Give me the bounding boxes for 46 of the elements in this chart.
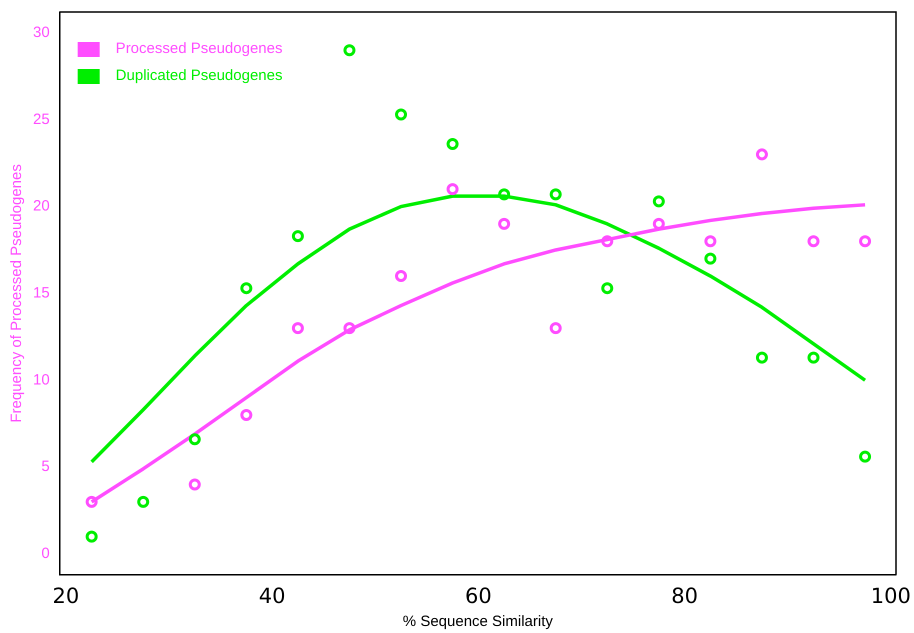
y-tick-label: 0 [41,545,50,562]
point [292,322,304,334]
point [446,138,459,150]
point [498,218,510,230]
point [859,235,872,248]
y-tick-label: 30 [32,24,50,41]
point [756,148,768,160]
y-tick-label: 10 [32,371,50,388]
point [550,322,562,334]
point [601,235,614,248]
point [343,44,356,56]
point [240,282,252,294]
point [808,235,820,248]
point [652,218,665,230]
point [86,496,98,508]
point [240,408,252,421]
point [652,195,665,208]
x-tick-label: 40 [258,584,286,608]
point [808,352,820,364]
x-tick-label: 100 [870,584,911,608]
point [188,478,201,490]
point [86,530,98,543]
point [395,270,408,282]
point [137,496,150,508]
point [292,230,304,242]
point [756,352,768,364]
point [704,235,716,248]
y-tick-label: 20 [32,198,50,215]
y-tick-label: 15 [32,284,50,302]
point [395,108,408,120]
point [446,183,459,196]
point [498,188,510,200]
x-tick-label: 80 [671,584,698,608]
y-axis-title: Frequency of Processed Pseudogenes [8,164,26,423]
x-axis-title: % Sequence Similarity [402,613,554,630]
y-tick-label: 25 [32,110,50,128]
x-tick-label: 60 [464,584,492,608]
point [601,282,614,294]
point [704,252,716,265]
point [550,188,562,200]
point [343,322,356,334]
point [188,433,201,446]
legend-label: Processed Pseudogenes [116,40,282,58]
legend-label: Duplicated Pseudogenes [116,67,282,84]
point [859,450,872,463]
y-tick-label: 5 [41,458,50,476]
